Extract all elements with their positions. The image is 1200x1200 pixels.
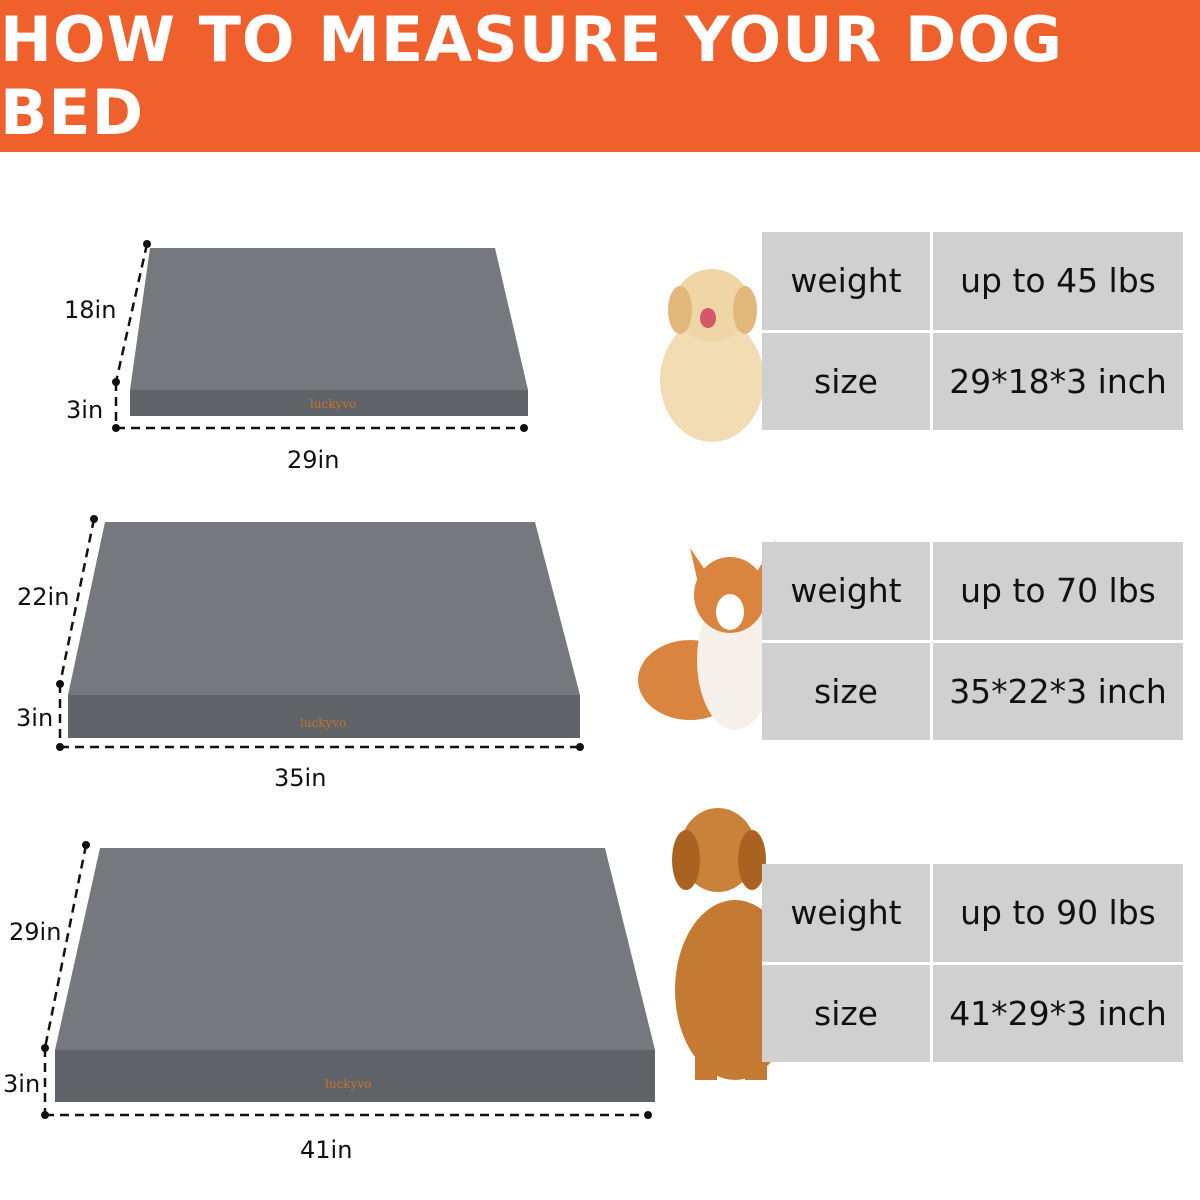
spec-table-small: weight up to 45 lbs size 29*18*3 inch xyxy=(762,232,1183,430)
bed-small: luckyvo xyxy=(130,248,528,416)
depth-label: 29in xyxy=(9,918,62,946)
weight-value: up to 70 lbs xyxy=(933,542,1183,640)
spec-table-medium: weight up to 70 lbs size 35*22*3 inch xyxy=(762,542,1183,740)
height-label: 3in xyxy=(66,396,104,424)
bed-large: luckyvo xyxy=(55,848,655,1102)
height-label: 3in xyxy=(16,704,54,732)
weight-value: up to 90 lbs xyxy=(933,864,1183,962)
header-banner: HOW TO MEASURE YOUR DOG BED xyxy=(0,0,1200,152)
depth-label: 22in xyxy=(17,583,70,611)
depth-label: 18in xyxy=(64,296,117,324)
width-label: 41in xyxy=(300,1136,353,1164)
spec-table-large: weight up to 90 lbs size 41*29*3 inch xyxy=(762,864,1183,1062)
width-label: 35in xyxy=(274,764,327,792)
size-value: 35*22*3 inch xyxy=(933,642,1183,740)
weight-value: up to 45 lbs xyxy=(933,232,1183,330)
svg-text:luckyvo: luckyvo xyxy=(300,716,346,730)
weight-label: weight xyxy=(762,232,930,330)
weight-label: weight xyxy=(762,542,930,640)
puppy-image xyxy=(660,269,764,442)
corgi-image xyxy=(638,540,776,730)
bed-medium: luckyvo xyxy=(68,522,580,738)
dimension-lines-medium xyxy=(58,518,580,749)
size-value: 29*18*3 inch xyxy=(933,332,1183,430)
width-label: 29in xyxy=(287,446,340,474)
size-label: size xyxy=(762,332,930,430)
dimension-lines-small xyxy=(114,243,524,430)
brand-label: luckyvo xyxy=(310,397,356,411)
height-label: 3in xyxy=(3,1070,41,1098)
dimension-lines-large xyxy=(43,844,648,1117)
size-label: size xyxy=(762,964,930,1062)
page-title: HOW TO MEASURE YOUR DOG BED xyxy=(0,3,1063,149)
svg-text:luckyvo: luckyvo xyxy=(325,1077,371,1091)
weight-label: weight xyxy=(762,864,930,962)
size-value: 41*29*3 inch xyxy=(933,964,1183,1062)
size-label: size xyxy=(762,642,930,740)
